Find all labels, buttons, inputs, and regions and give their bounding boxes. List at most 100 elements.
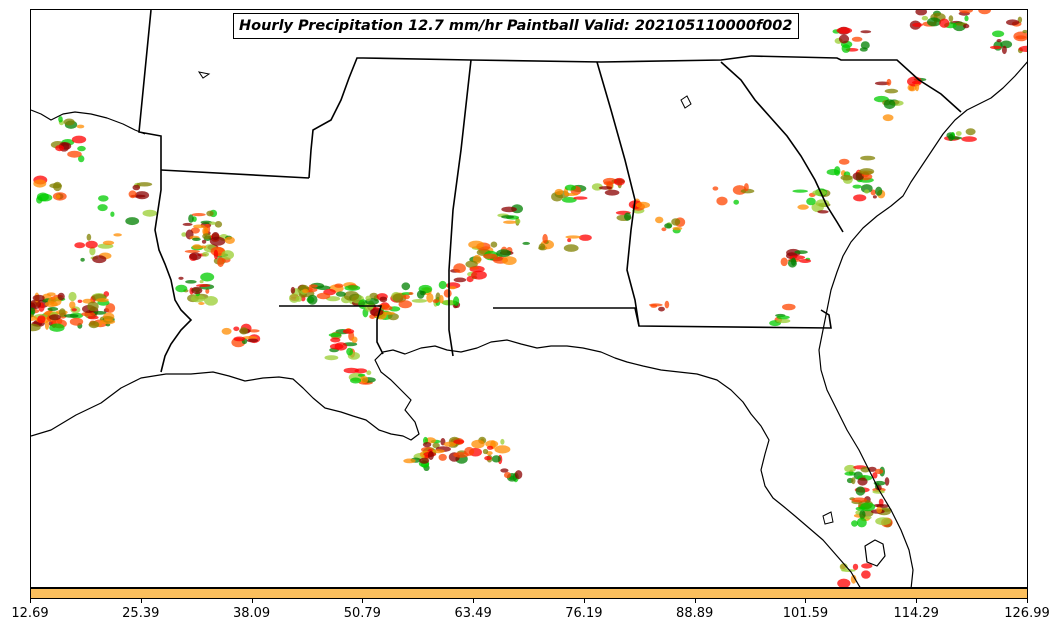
precip-blob (58, 116, 63, 123)
precip-blob (860, 30, 872, 34)
precip-blob (797, 204, 809, 210)
precip-blob (132, 184, 141, 191)
precip-blob (872, 490, 885, 494)
precip-blob (855, 486, 866, 496)
precip-blob (365, 295, 372, 301)
texas-coast (31, 109, 146, 135)
colorbar-tick (583, 599, 585, 603)
precip-blob (921, 15, 929, 21)
precip-blob (655, 216, 664, 224)
precip-blob (453, 277, 467, 283)
precip-blob (860, 184, 873, 193)
precip-blob (87, 301, 99, 312)
precip-blob (360, 376, 369, 384)
precip-blob (97, 204, 108, 212)
precip-blob (514, 470, 523, 480)
precip-blob (860, 155, 876, 161)
precip-blob (839, 563, 848, 571)
precip-blob (201, 239, 207, 244)
precip-blob (81, 311, 96, 317)
precip-blob (68, 291, 77, 302)
precip-blob (712, 186, 719, 191)
precip-blob (76, 124, 85, 129)
precip-blob (799, 259, 812, 263)
precip-blob (113, 233, 122, 237)
precip-blob (105, 303, 116, 313)
colorbar-tick (694, 599, 696, 603)
precip-blob (307, 294, 318, 305)
precip-blob (31, 323, 41, 332)
precip-blob (37, 315, 46, 324)
border-al-ga (596, 61, 640, 327)
precip-blob (205, 288, 210, 294)
precip-blob (189, 252, 202, 261)
precip-blob (334, 342, 348, 351)
border-la-ms (279, 305, 384, 355)
precip-blob (426, 293, 434, 303)
precip-blob (874, 468, 884, 475)
precip-blob (202, 233, 212, 240)
precip-blob (671, 218, 681, 226)
precip-blob (886, 78, 892, 86)
precip-blob (878, 498, 884, 506)
precip-blob (482, 448, 489, 455)
precip-blob (989, 45, 1002, 50)
map-panel (30, 9, 1028, 588)
gulf-coastline (31, 339, 861, 587)
precip-blob (1001, 45, 1007, 55)
colorbar-tick-label: 63.49 (454, 606, 492, 621)
precip-blob (672, 226, 683, 231)
map-title: Hourly Precipitation 12.7 mm/hr Paintbal… (233, 13, 799, 39)
precip-blob (565, 235, 581, 239)
precip-blob (884, 477, 890, 486)
precip-blob (501, 215, 515, 219)
precip-blob (471, 439, 485, 449)
precip-blob (175, 284, 188, 293)
precip-blob (439, 295, 444, 304)
precip-blob (200, 272, 215, 282)
precipitation-map (31, 10, 1027, 587)
precip-blob (213, 249, 219, 260)
precip-blob (181, 232, 187, 237)
precip-blob (471, 270, 487, 280)
colorbar-tick (140, 599, 142, 603)
precip-blob (200, 220, 213, 224)
precip-blob (136, 182, 153, 187)
precip-blob (836, 27, 853, 34)
precip-blob (876, 506, 883, 513)
state-borders (138, 10, 962, 373)
precip-blob (342, 328, 355, 334)
colorbar-tick (30, 599, 31, 603)
precip-blob (853, 194, 867, 202)
precip-blob (1015, 35, 1027, 40)
precip-blob (242, 336, 258, 340)
precip-blob (354, 368, 368, 374)
precip-blob (192, 237, 201, 241)
precip-blob (500, 468, 509, 473)
island-3 (680, 95, 692, 109)
precip-blob (579, 234, 592, 241)
precip-blob (239, 327, 249, 335)
precip-blob (453, 263, 466, 274)
precip-blob (650, 304, 658, 308)
precip-blob (852, 563, 859, 571)
precip-blob (295, 296, 303, 302)
precip-blob (468, 240, 484, 249)
precip-blob (102, 240, 115, 245)
lake-okeechobee (864, 539, 886, 567)
precip-blob (438, 453, 447, 461)
precip-blob (224, 236, 235, 244)
colorbar (30, 588, 1028, 599)
precip-blob (875, 517, 891, 526)
precip-blob (88, 321, 100, 329)
border-ar-la (160, 169, 310, 179)
precip-blob (78, 155, 85, 163)
precip-blob (334, 283, 344, 288)
border-tn (362, 55, 752, 63)
precip-blob (851, 497, 867, 503)
precip-blob (861, 570, 871, 579)
precip-blob (142, 209, 158, 217)
precip-blob (872, 472, 878, 479)
precip-blob (196, 284, 211, 287)
precip-blob (233, 336, 246, 342)
